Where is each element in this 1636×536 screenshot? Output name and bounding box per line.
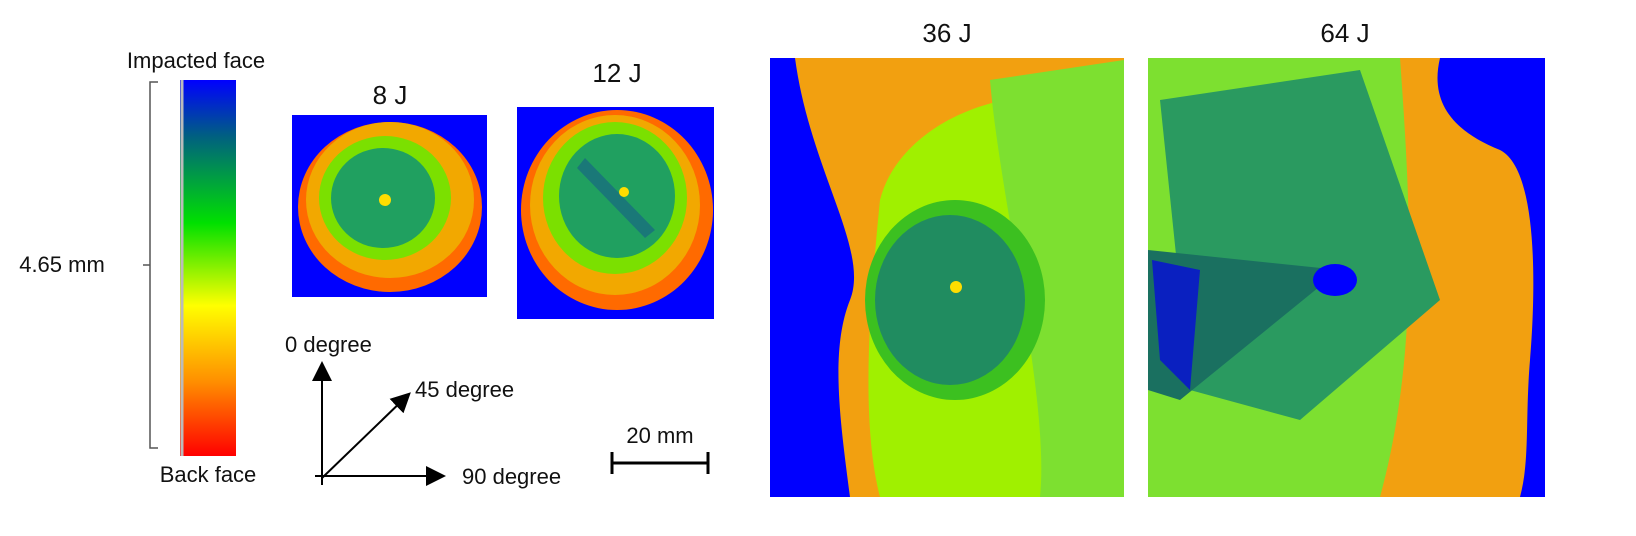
damage-zone	[990, 60, 1124, 497]
delamination	[577, 158, 655, 238]
scale-bar	[610, 452, 710, 474]
impact-point	[1313, 264, 1357, 296]
axis-label: 45 degree	[415, 377, 514, 402]
panel-36j: 36 J	[770, 18, 1124, 498]
panel-label: 12 J	[592, 58, 641, 88]
panel-8j: 8 J	[292, 80, 487, 297]
axis-45	[321, 392, 411, 479]
back-face-region	[1152, 260, 1200, 390]
colorbar-gradient	[180, 80, 236, 456]
thickness-bracket	[143, 81, 158, 449]
colorbar: Impacted face Back face 4.65 mm	[19, 48, 265, 487]
thickness-label: 4.65 mm	[19, 252, 105, 277]
impact-point	[379, 194, 391, 206]
panel-12j: 12 J	[517, 58, 714, 319]
top-label: Impacted face	[127, 48, 265, 73]
impact-point	[950, 281, 962, 293]
scale-label: 20 mm	[626, 423, 693, 448]
impact-point	[619, 187, 629, 197]
panel-label: 36 J	[922, 18, 971, 48]
axis-label: 0 degree	[285, 332, 372, 357]
panel-label: 8 J	[373, 80, 408, 110]
orientation-axes	[312, 361, 446, 486]
bottom-label: Back face	[160, 462, 257, 487]
panel-label: 64 J	[1320, 18, 1369, 48]
panel-64j: 64 J	[1148, 18, 1545, 497]
damage-zone	[875, 215, 1025, 385]
axis-label: 90 degree	[462, 464, 561, 489]
